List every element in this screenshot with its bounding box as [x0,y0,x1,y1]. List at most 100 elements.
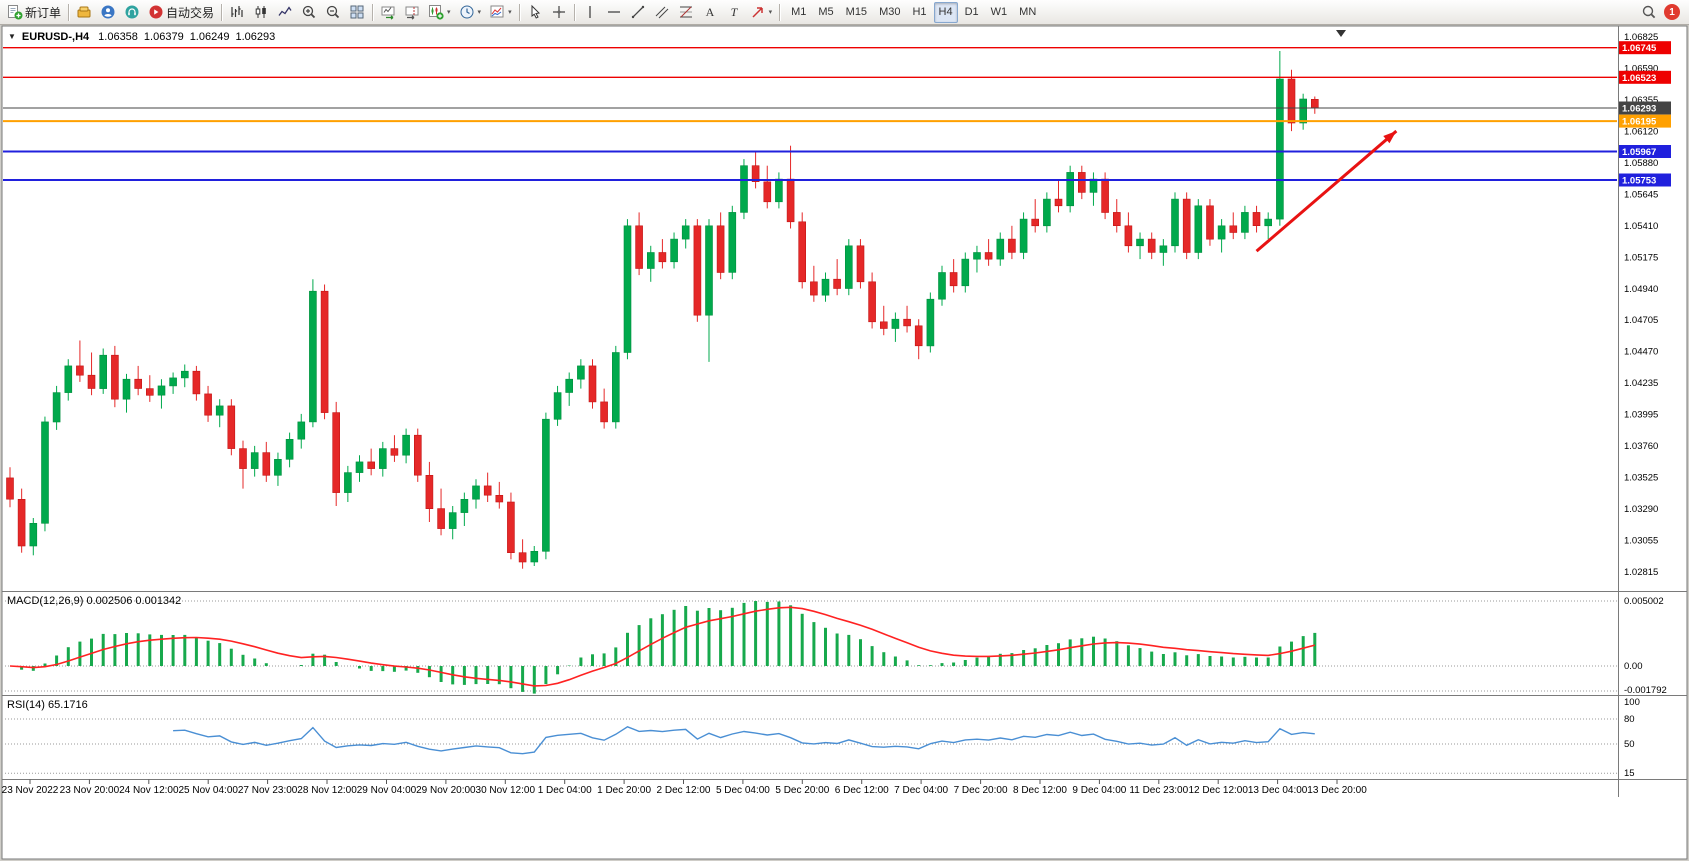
candle [949,259,958,293]
new-order-button[interactable]: 新订单 [3,1,65,24]
trend-arrow[interactable] [1255,129,1398,253]
support-button[interactable] [120,1,144,24]
macd-histogram-bar [544,666,548,685]
notification-badge[interactable]: 1 [1664,4,1680,20]
candlestick-chart-button[interactable] [249,1,273,24]
macd-histogram-bar [462,666,466,685]
indicators-button[interactable]: ▾ [485,1,516,24]
time-axis-label: 23 Nov 20:00 [60,785,120,796]
macd-histogram-bar [917,665,921,666]
candle [716,212,725,280]
timeframe-d1-button[interactable]: D1 [964,5,979,18]
rsi-panel[interactable] [2,718,1618,774]
mql5-market-button[interactable] [72,1,96,24]
crosshair-button[interactable] [547,1,571,24]
price-tag[interactable]: 1.06745 [1619,41,1671,55]
arrow-tools-button[interactable]: ▾ [746,1,777,24]
auto-scroll-button[interactable] [376,1,400,24]
price-tag[interactable]: 1.06523 [1619,70,1671,84]
search-icon[interactable] [1641,4,1657,20]
candle [635,212,643,276]
horizontal-line-button[interactable] [602,1,626,24]
bar-chart-button[interactable] [225,1,249,24]
text-label-button[interactable]: T [722,1,746,24]
zoom-out-button[interactable] [321,1,345,24]
macd-histogram-bar [427,666,431,678]
price-tag[interactable]: 1.06195 [1619,114,1671,128]
macd-histogram-bar [90,638,93,666]
candle [961,252,970,293]
text-button[interactable]: A [698,1,722,24]
time-axis[interactable]: 23 Nov 2022 23 Nov 20:00 24 Nov 12:00 25 No… [2,779,1368,797]
timeframe-w1-button[interactable]: W1 [990,5,1008,18]
zoom-in-button[interactable] [297,1,321,24]
candle [938,265,946,306]
candle [518,539,527,569]
macd-histogram-bar [358,666,361,669]
candle [879,305,888,336]
new-chart-button[interactable]: ▾ [424,1,455,24]
equidistant-channel-button[interactable] [650,1,674,24]
price-tag[interactable]: 1.05753 [1619,173,1671,187]
timeframe-m1-button[interactable]: M1 [791,5,807,18]
price-tag[interactable]: 1.06293 [1619,101,1671,115]
price-axis-label: 1.05880 [1624,158,1658,169]
line-chart-button[interactable] [273,1,297,24]
price-axis[interactable]: 1.06825 1.06590 1.06355 1.06120 1.05880 1.056… [1619,32,1671,578]
macd-histogram-bar [1231,657,1235,666]
candle [798,212,807,289]
autotrading-button[interactable]: 自动交易 [144,1,218,24]
macd-histogram-bar [381,666,385,672]
candle [1147,232,1156,260]
timeframe-m5-button[interactable]: M5 [818,5,834,18]
candle [1124,212,1133,253]
fibonacci-button[interactable] [674,1,698,24]
candle [1252,205,1261,233]
candle [1136,232,1144,260]
macd-histogram-bar [777,601,781,666]
timeframe-h1-button[interactable]: H1 [912,5,927,18]
chart-shift-marker[interactable] [1336,30,1346,37]
tile-windows-button[interactable] [345,1,369,24]
time-axis-label: 23 Nov 2022 [2,785,59,796]
candles [6,51,1319,569]
candle [810,265,818,302]
macd-histogram-bar [963,660,967,666]
trendline-button[interactable] [626,1,650,24]
macd-histogram-bar [800,613,804,666]
macd-histogram-bar [1301,636,1305,666]
timeframe-h4-button[interactable]: H4 [933,1,958,23]
time-axis-label: 5 Dec 20:00 [775,785,829,796]
profiles-button[interactable]: ▾ [455,1,486,24]
candle [1264,212,1272,240]
candle [52,385,61,430]
macd-histogram-bar [1033,648,1037,666]
price-tag[interactable]: 1.05967 [1619,145,1671,158]
timeframe-mn-button[interactable]: MN [1019,5,1037,18]
toolbar-separator [779,3,781,21]
price-axis-label: 1.06590 [1624,63,1658,74]
cursor-button[interactable] [523,1,547,24]
timeframe-m15-button[interactable]: M15 [845,5,868,18]
main-chart-panel[interactable] [2,30,1618,569]
price-axis-label: 1.06825 [1624,32,1658,43]
candle [600,388,608,429]
one-click-trading-arrow-icon[interactable]: ▼ [8,32,16,41]
candle [134,365,142,396]
candle [472,479,480,509]
macd-histogram-bar [1173,652,1177,666]
chart-shift-button[interactable] [400,1,424,24]
candle [728,205,737,280]
community-button[interactable] [96,1,120,24]
macd-panel[interactable] [2,600,1618,694]
timeframe-m30-button[interactable]: M30 [879,5,901,18]
dropdown-caret-icon: ▾ [768,9,773,16]
candle [6,467,14,508]
macd-scale-label: -0.001792 [1624,685,1667,696]
macd-histogram-bar [602,653,606,666]
macd-histogram-bar [474,666,478,685]
candle [448,506,457,540]
candle [285,432,294,468]
vertical-line-button[interactable] [578,1,602,24]
